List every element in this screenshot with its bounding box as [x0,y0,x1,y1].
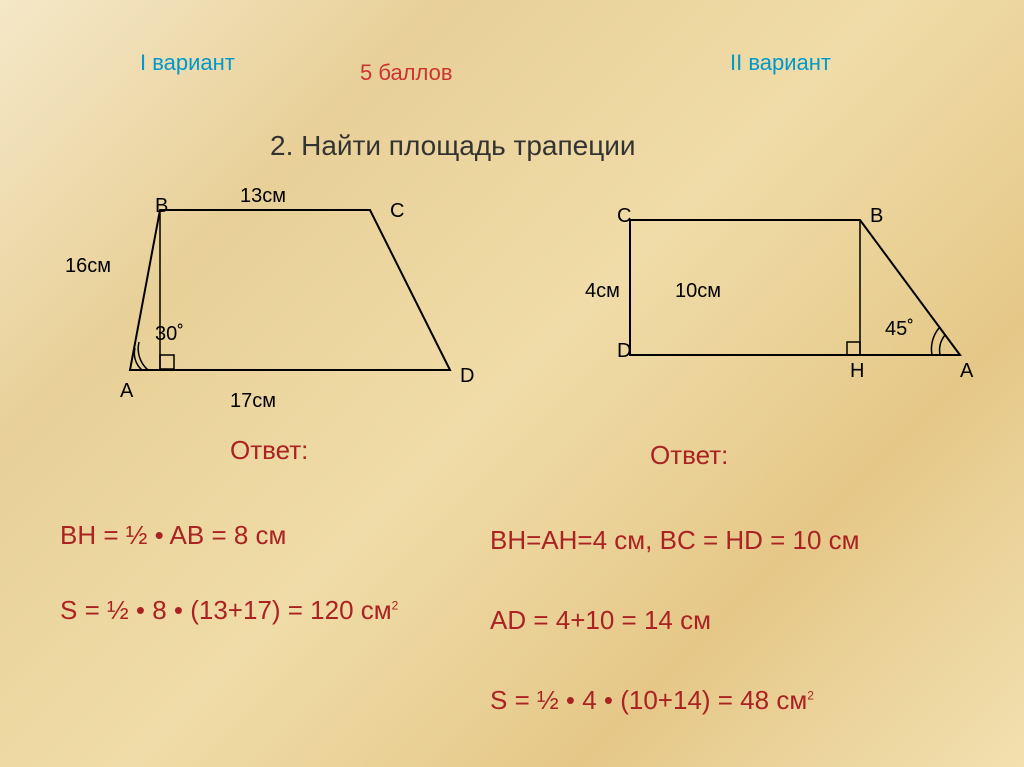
label-top-1: 13см [240,185,286,208]
answer-label-2: Ответ: [650,440,728,471]
answer-label-1: Ответ: [230,435,308,466]
vertex-b-2: B [870,205,883,228]
label-angle-2: 45˚ [885,318,914,341]
label-left-1: 16см [65,255,111,278]
solution-1-line-2: S = ½ • 8 • (13+17) = 120 см2 [60,595,398,626]
vertex-d-1: D [460,365,474,388]
solution-2-line-1: BH=AH=4 см, BC = HD = 10 см [490,525,860,556]
trapezoid-diagram-1 [50,180,470,410]
solution-1-line-2-text: S = ½ • 8 • (13+17) = 120 см [60,595,392,625]
vertex-h-2: H [850,360,864,383]
points-label: 5 баллов [360,60,453,86]
variant-1-label: I вариант [140,50,235,76]
solution-1-line-2-sup: 2 [392,598,399,612]
solution-2-line-3-sup: 2 [807,688,814,702]
trapezoid-diagram-2 [580,195,1000,395]
label-left-2: 4см [585,280,620,303]
vertex-b-1: B [155,195,168,218]
solution-2-line-3: S = ½ • 4 • (10+14) = 48 см2 [490,685,814,716]
variant-2-label: II вариант [730,50,831,76]
solution-2-line-3-text: S = ½ • 4 • (10+14) = 48 см [490,685,807,715]
solution-1-line-1: BH = ½ • AB = 8 см [60,520,286,551]
vertex-a-1: A [120,380,133,403]
vertex-c-2: C [617,205,631,228]
label-bottom-1: 17см [230,390,276,413]
vertex-d-2: D [617,340,631,363]
label-inside-2: 10см [675,280,721,303]
label-angle-1: 30˚ [155,323,184,346]
vertex-a-2: A [960,360,973,383]
problem-title: 2. Найти площадь трапеции [270,130,636,162]
solution-2-line-2: AD = 4+10 = 14 см [490,605,711,636]
diagrams: B C A D 13см 16см 17см 30˚ C B D H A 4см… [0,180,1024,420]
vertex-c-1: C [390,200,404,223]
